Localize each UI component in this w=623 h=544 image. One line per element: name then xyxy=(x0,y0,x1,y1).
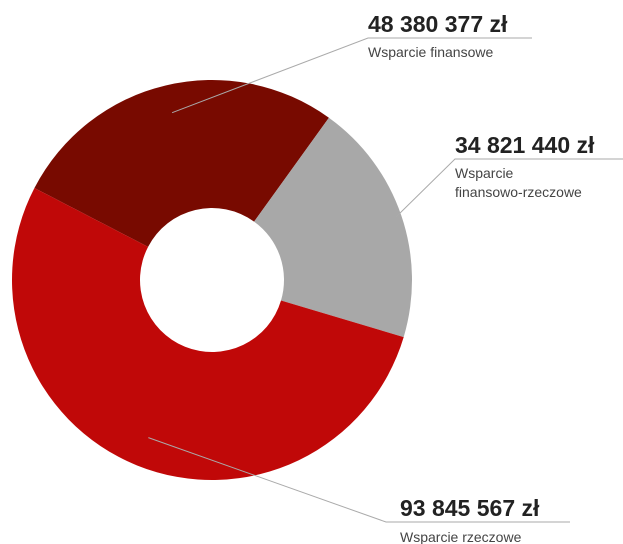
slice-value-label: 48 380 377 zł xyxy=(368,11,508,37)
connector-line xyxy=(148,437,570,523)
connector-line xyxy=(171,37,532,114)
slice-wsparcie-rzeczowe[interactable] xyxy=(12,187,404,480)
slice-name-label: Wsparcie finansowo-rzeczowe xyxy=(455,165,582,200)
slice-wsparcie-finansowe[interactable] xyxy=(34,79,329,247)
slice-labels: 48 380 377 zł Wsparcie finansowe 34 821 44… xyxy=(368,11,595,544)
connector-line xyxy=(395,158,623,218)
slice-name-label: Wsparcie rzeczowe xyxy=(400,529,522,544)
slice-value-label: 34 821 440 zł xyxy=(455,132,595,158)
donut-slices xyxy=(12,79,412,480)
slice-wsparcie-finansowo-rzeczowe[interactable] xyxy=(254,117,412,338)
slice-name-label: Wsparcie finansowe xyxy=(368,44,493,60)
slice-value-label: 93 845 567 zł xyxy=(400,495,540,521)
label-connectors xyxy=(148,37,623,523)
